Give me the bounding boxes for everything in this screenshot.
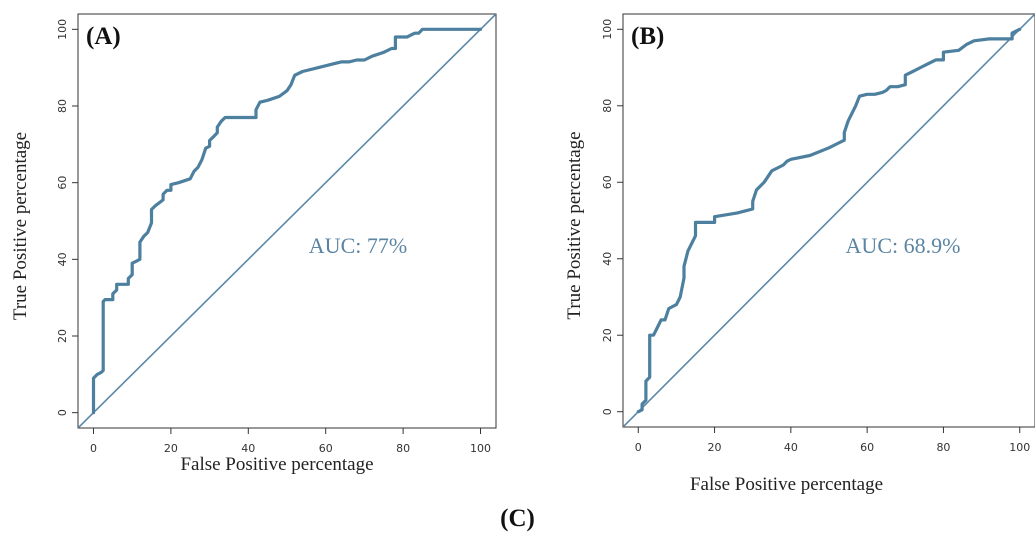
y-tick-label: 60 [56,176,69,190]
x-tick-label: 20 [164,442,178,455]
plot-area [623,14,1035,427]
y-axis-title: True Positive percentage [10,132,31,320]
x-tick-label: 100 [1009,441,1030,454]
panel-label: (A) [86,23,121,50]
roc-panel-a: 0 20 40 60 80 100 0 20 40 60 80 100 False Positive p… [10,13,497,475]
panel-label: (B) [631,23,664,50]
x-tick-label: 40 [784,441,798,454]
plot-frame [77,13,497,429]
figure-caption: (C) [500,505,535,532]
x-axis-title: False Positive percentage [180,454,373,475]
auc-annotation: AUC: 77% [309,233,407,258]
x-tick-label: 60 [860,441,874,454]
y-tick-label: 40 [56,252,69,266]
x-tick-label: 20 [708,441,722,454]
auc-annotation: AUC: 68.9% [846,233,961,258]
y-tick-label: 20 [601,328,614,342]
plot-frame [622,13,1035,428]
y-tick-label: 80 [56,99,69,113]
y-tick-label: 0 [56,409,69,416]
y-tick-label: 0 [601,408,614,415]
y-tick-label: 100 [601,19,614,40]
roc-curve [91,27,483,415]
x-tick-label: 0 [635,441,642,454]
roc-curve [636,27,1022,414]
x-tick-label: 40 [241,442,255,455]
plot-area [78,14,496,428]
y-tick-label: 40 [601,252,614,266]
roc-panel-b: 0 20 40 60 80 100 0 20 40 60 80 100 False Positive p… [564,13,1035,495]
chance-diagonal-line [623,14,1035,427]
y-tick-label: 60 [601,175,614,189]
x-tick-label: 0 [90,442,97,455]
x-tick-label: 80 [936,441,950,454]
x-tick-label: 60 [319,442,333,455]
y-tick-label: 80 [601,99,614,113]
x-tick-label: 100 [470,442,491,455]
chance-diagonal-line [78,14,496,428]
x-axis-title: False Positive percentage [690,474,883,495]
y-tick-label: 20 [56,329,69,343]
y-tick-label: 100 [56,19,69,40]
y-axis-title: True Positive percentage [564,131,585,319]
x-tick-label: 80 [396,442,410,455]
